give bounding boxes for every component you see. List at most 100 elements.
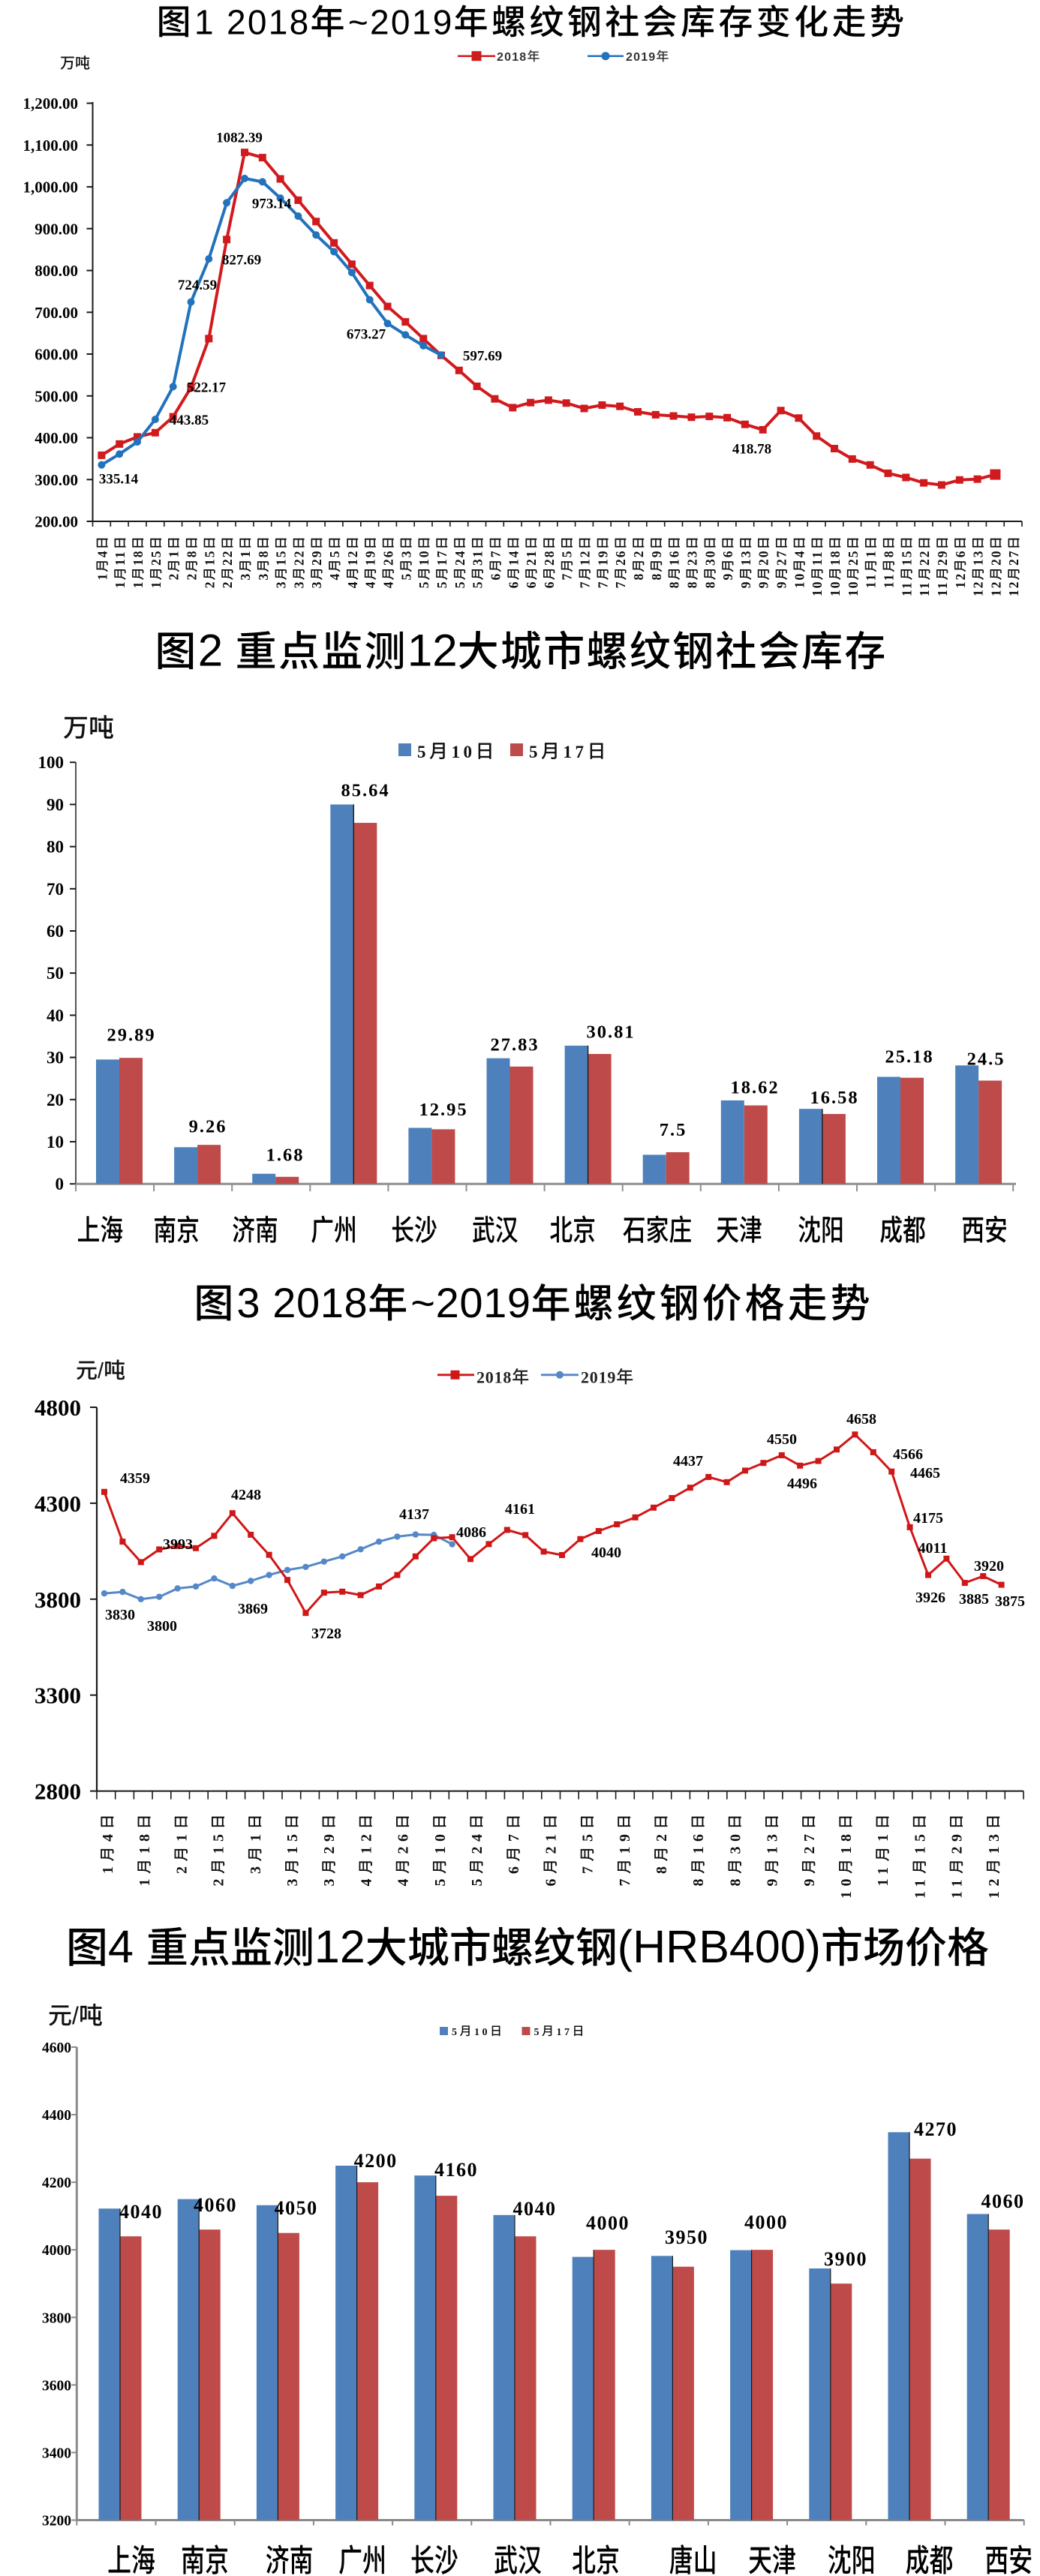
svg-text:13: 13 <box>986 1830 1002 1854</box>
svg-text:24: 24 <box>469 1830 485 1854</box>
svg-text:10: 10 <box>846 581 861 597</box>
svg-text:4: 4 <box>95 549 110 557</box>
svg-text:1: 1 <box>131 580 146 588</box>
svg-text:300.00: 300.00 <box>35 471 78 489</box>
svg-text:23: 23 <box>685 550 700 566</box>
svg-text:4000: 4000 <box>586 2212 630 2234</box>
svg-text:7: 7 <box>613 580 628 588</box>
svg-text:973.14: 973.14 <box>252 197 292 212</box>
svg-text:4175: 4175 <box>913 1510 943 1527</box>
svg-text:1,100.00: 1,100.00 <box>23 137 79 155</box>
svg-text:11: 11 <box>917 581 932 596</box>
svg-text:30: 30 <box>702 550 717 566</box>
svg-text:6: 6 <box>506 1862 522 1875</box>
svg-text:3800: 3800 <box>35 1587 81 1613</box>
svg-text:827.69: 827.69 <box>222 253 261 269</box>
svg-text:27: 27 <box>801 1830 818 1854</box>
svg-text:10: 10 <box>810 581 825 597</box>
svg-text:60: 60 <box>47 922 64 941</box>
svg-text:22: 22 <box>291 550 306 566</box>
svg-text:11: 11 <box>949 1875 966 1899</box>
svg-text:8: 8 <box>685 580 700 588</box>
svg-text:30: 30 <box>727 1830 744 1854</box>
svg-text:21: 21 <box>543 1830 559 1854</box>
svg-text:2: 2 <box>198 626 223 676</box>
svg-text:4000: 4000 <box>42 2243 71 2259</box>
svg-text:5: 5 <box>470 580 485 588</box>
svg-text:4550: 4550 <box>767 1431 797 1448</box>
svg-text:19: 19 <box>595 550 610 566</box>
svg-text:26: 26 <box>381 550 396 566</box>
svg-text:11: 11 <box>864 573 879 589</box>
svg-text:15: 15 <box>202 550 217 566</box>
svg-text:3875: 3875 <box>995 1593 1025 1610</box>
svg-text:1,000.00: 1,000.00 <box>23 179 79 197</box>
svg-text:4000: 4000 <box>744 2211 788 2233</box>
svg-text:20: 20 <box>988 550 1003 566</box>
svg-text:8: 8 <box>185 549 200 557</box>
svg-text:400.00: 400.00 <box>35 429 78 447</box>
svg-text:3800: 3800 <box>42 2310 71 2326</box>
svg-text:25: 25 <box>149 550 164 566</box>
svg-text:10: 10 <box>47 1133 64 1151</box>
svg-text:26: 26 <box>395 1830 412 1854</box>
svg-text:100: 100 <box>38 753 65 772</box>
svg-text:443.85: 443.85 <box>170 413 209 428</box>
svg-text:4: 4 <box>363 580 378 588</box>
svg-text:11: 11 <box>899 581 914 596</box>
svg-text:22: 22 <box>917 550 932 566</box>
svg-text:600.00: 600.00 <box>35 346 78 364</box>
svg-text:2: 2 <box>211 1874 227 1887</box>
svg-text:31: 31 <box>470 550 485 566</box>
svg-text:4: 4 <box>381 580 396 588</box>
svg-text:50: 50 <box>47 964 64 983</box>
svg-text:18: 18 <box>137 1830 153 1854</box>
svg-text:3400: 3400 <box>42 2445 71 2461</box>
svg-text:6: 6 <box>524 580 539 588</box>
svg-text:20: 20 <box>47 1091 64 1109</box>
svg-text:6: 6 <box>953 549 968 557</box>
svg-text:9: 9 <box>765 1874 781 1887</box>
svg-text:7: 7 <box>578 580 593 588</box>
svg-text:85.64: 85.64 <box>341 781 389 801</box>
svg-text:3993: 3993 <box>163 1536 193 1553</box>
svg-text:597.69: 597.69 <box>463 349 502 365</box>
svg-text:3: 3 <box>238 572 253 581</box>
svg-text:25.18: 25.18 <box>885 1047 933 1067</box>
svg-text:22: 22 <box>220 550 235 566</box>
svg-text:29: 29 <box>321 1830 338 1854</box>
svg-text:4160: 4160 <box>434 2159 478 2181</box>
svg-text:4: 4 <box>358 1874 374 1887</box>
svg-text:9: 9 <box>649 549 664 557</box>
svg-text:2019: 2019 <box>626 51 656 64</box>
svg-text:20: 20 <box>756 550 771 566</box>
svg-text:10: 10 <box>792 572 807 589</box>
svg-text:4437: 4437 <box>673 1453 703 1470</box>
svg-text:10: 10 <box>838 1874 855 1899</box>
svg-text:8: 8 <box>654 1862 670 1875</box>
svg-text:7: 7 <box>595 580 610 588</box>
svg-text:1: 1 <box>248 1830 264 1842</box>
svg-text:2800: 2800 <box>35 1779 81 1805</box>
svg-text:11: 11 <box>113 550 128 566</box>
svg-text:1: 1 <box>137 1874 153 1887</box>
svg-text:24: 24 <box>452 550 467 566</box>
svg-text:4137: 4137 <box>399 1506 429 1523</box>
svg-text:3: 3 <box>291 580 306 588</box>
svg-text:21: 21 <box>524 550 539 566</box>
svg-text:8: 8 <box>727 1874 744 1887</box>
svg-text:3800: 3800 <box>147 1618 177 1635</box>
svg-text:2: 2 <box>173 1862 190 1875</box>
svg-text:12: 12 <box>953 572 968 589</box>
svg-text:27: 27 <box>1006 550 1021 566</box>
svg-text:9: 9 <box>720 572 735 581</box>
svg-text:6: 6 <box>720 549 735 557</box>
svg-text:2: 2 <box>202 580 217 588</box>
svg-text:4658: 4658 <box>846 1411 876 1428</box>
svg-text:1 2018: 1 2018 <box>194 3 311 42</box>
svg-text:1: 1 <box>113 580 128 588</box>
svg-text:3: 3 <box>284 1874 301 1887</box>
svg-text:24.5: 24.5 <box>967 1049 1005 1070</box>
svg-text:5: 5 <box>560 549 575 557</box>
svg-text:4086: 4086 <box>456 1524 486 1541</box>
